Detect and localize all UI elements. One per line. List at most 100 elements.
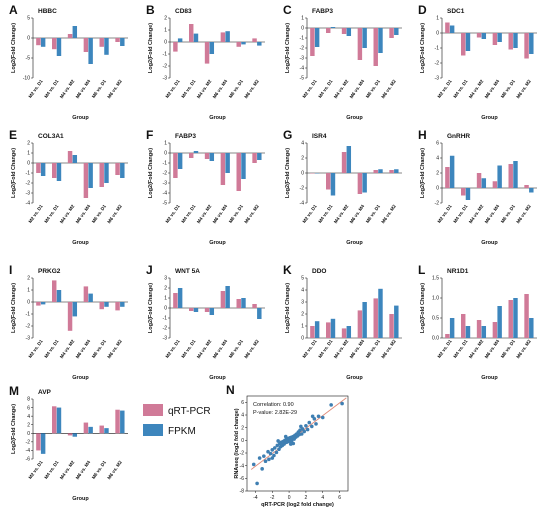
bar-qrt-pcr <box>461 188 466 196</box>
bar-qrt-pcr <box>36 38 41 46</box>
bar-fpkm <box>241 298 246 308</box>
bar-fpkm <box>40 302 46 305</box>
x-tick-label: M4 vs. M2 <box>333 203 350 224</box>
legend-swatch <box>143 424 163 436</box>
bar-qrt-pcr <box>252 38 257 42</box>
bar-fpkm <box>449 318 455 338</box>
panel-title: CD83 <box>175 8 192 15</box>
x-tick-label: M4 vs. D1 <box>43 459 60 480</box>
correlation-label: Correlation: 0.90 <box>253 402 294 408</box>
legend-label: FPKM <box>168 426 196 437</box>
bar-fpkm <box>257 42 262 46</box>
y-tick-label: -1 <box>435 46 440 52</box>
bar-fpkm <box>346 28 352 36</box>
panel-title: WNT 5A <box>175 268 200 275</box>
bar-fpkm <box>120 163 125 178</box>
y-tick-label: 4 <box>27 414 30 420</box>
panel-title: FABP3 <box>175 133 196 140</box>
y-tick-label: 4 <box>241 413 244 419</box>
scatter-point <box>267 457 271 462</box>
bar-fpkm <box>513 33 518 48</box>
bar-fpkm <box>330 173 336 196</box>
scatter-point <box>262 454 266 458</box>
y-tick-label: 1 <box>164 28 167 34</box>
bar-fpkm <box>529 318 534 338</box>
bar-qrt-pcr <box>220 153 226 185</box>
y-axis-label: Log2(Fold Change) <box>11 404 17 454</box>
y-tick-label: 0 <box>241 438 244 444</box>
y-tick-label: 1 <box>164 141 167 147</box>
y-tick-label: -3 <box>26 336 31 342</box>
y-tick-label: 2 <box>164 16 167 22</box>
scatter-point <box>251 462 256 467</box>
x-tick-label: M6 vs. M2 <box>243 338 260 359</box>
y-tick-label: 6 <box>436 141 439 147</box>
bar-fpkm <box>529 188 534 193</box>
y-tick-label: 0 <box>27 300 30 306</box>
x-tick-label: M4 vs. D1 <box>43 78 60 99</box>
x-tick-label: M4 vs. M2 <box>59 338 76 359</box>
x-tick-label: M6 vs. D1 <box>91 78 108 99</box>
bar-fpkm <box>209 153 215 161</box>
y-tick-label: 2 <box>436 171 439 177</box>
bar-qrt-pcr <box>220 291 226 308</box>
bar-fpkm <box>346 146 352 173</box>
x-tick-label: M4 vs. M2 <box>196 203 213 224</box>
x-tick-label: 0 <box>288 495 291 501</box>
bar-fpkm <box>120 38 125 46</box>
panel-title: DDO <box>312 268 326 275</box>
x-tick-label: M6 vs. M2 <box>515 78 532 99</box>
panel-letter: N <box>226 383 235 397</box>
bar-qrt-pcr <box>52 280 57 302</box>
bar-qrt-pcr <box>252 304 257 308</box>
x-axis-label: Group <box>209 375 226 381</box>
bar-fpkm <box>193 308 199 312</box>
scatter-point <box>314 422 318 426</box>
bar-fpkm <box>378 288 383 338</box>
panel-title: COL3A1 <box>38 133 64 140</box>
bar-qrt-pcr <box>445 167 450 188</box>
x-tick-label: M4 vs. D1 <box>317 78 334 99</box>
bar-qrt-pcr <box>52 38 57 50</box>
y-tick-label: -4 <box>163 191 168 197</box>
bar-qrt-pcr <box>476 173 482 188</box>
y-tick-label: -5 <box>26 56 31 62</box>
bar-fpkm <box>394 169 399 173</box>
y-axis-label: Log2(Fold Change) <box>285 283 291 333</box>
scatter-point <box>277 447 281 452</box>
x-axis-label: Group <box>481 115 498 121</box>
x-axis-label: Group <box>481 375 498 381</box>
y-tick-label: -3 <box>163 181 168 187</box>
y-tick-label: -2 <box>163 326 168 332</box>
y-axis-label: Log2(Fold Change) <box>148 23 154 73</box>
panel-title: NR1D1 <box>447 268 469 275</box>
bar-fpkm <box>513 161 518 188</box>
y-tick-label: 4 <box>301 288 304 294</box>
bar-qrt-pcr <box>99 163 104 187</box>
bar-qrt-pcr <box>36 163 41 173</box>
x-tick-label: M6 vs. D1 <box>365 203 382 224</box>
bar-qrt-pcr <box>83 422 89 434</box>
panel-letter: F <box>146 128 153 142</box>
bar-fpkm <box>225 31 230 42</box>
bar-qrt-pcr <box>389 170 394 173</box>
y-tick-label: 2 <box>164 286 167 292</box>
panel-letter: A <box>9 3 18 17</box>
x-tick-label: 2 <box>305 495 308 501</box>
y-tick-label: 0 <box>301 171 304 177</box>
panel-letter: K <box>283 263 292 277</box>
y-tick-label: 4 <box>436 156 439 162</box>
x-tick-label: M6 vs. D1 <box>500 338 517 359</box>
panel-letter: L <box>418 263 425 277</box>
x-tick-label: M6 vs. D1 <box>365 338 382 359</box>
bar-qrt-pcr <box>204 42 210 64</box>
panel-letter: D <box>418 3 427 17</box>
x-axis-label: Group <box>346 240 363 246</box>
bar-fpkm <box>56 407 62 434</box>
bar-fpkm <box>120 410 125 434</box>
y-tick-label: 4 <box>301 141 304 147</box>
